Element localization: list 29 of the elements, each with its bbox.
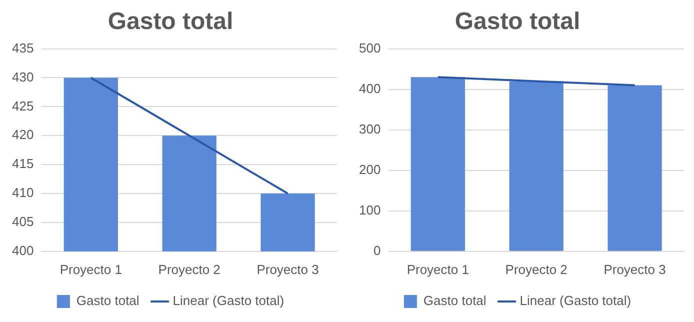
legend-label: Gasto total bbox=[423, 293, 486, 308]
y-tick-label: 415 bbox=[12, 156, 34, 172]
bar bbox=[410, 77, 465, 251]
x-tick-label: Proyecto 3 bbox=[256, 262, 319, 277]
x-tick-label: Proyecto 1 bbox=[60, 262, 122, 277]
y-tick-label: 410 bbox=[12, 185, 34, 200]
y-tick-label: 300 bbox=[358, 121, 381, 136]
legend-label: Gasto total bbox=[76, 293, 140, 308]
y-tick-label: 420 bbox=[12, 127, 34, 142]
y-tick-label: 430 bbox=[12, 69, 34, 84]
y-tick-label: 405 bbox=[12, 214, 34, 230]
legend-label: Linear (Gasto total) bbox=[520, 293, 632, 308]
y-tick-label: 0 bbox=[373, 242, 381, 258]
bar bbox=[509, 81, 564, 251]
x-tick-label: Proyecto 1 bbox=[406, 262, 469, 277]
legend-label: Linear (Gasto total) bbox=[172, 293, 284, 308]
y-tick-label: 400 bbox=[12, 242, 34, 258]
y-tick-label: 425 bbox=[12, 98, 34, 114]
y-tick-label: 500 bbox=[358, 40, 381, 56]
y-tick-label: 435 bbox=[12, 40, 34, 56]
chart-title: Gasto total bbox=[108, 8, 234, 36]
x-tick-label: Proyecto 3 bbox=[604, 262, 666, 277]
x-tick-label: Proyecto 2 bbox=[505, 262, 568, 277]
y-tick-label: 200 bbox=[358, 162, 381, 177]
bar bbox=[608, 85, 662, 251]
y-tick-label: 100 bbox=[358, 202, 381, 218]
x-tick-label: Proyecto 2 bbox=[158, 262, 220, 277]
y-tick-label: 400 bbox=[358, 80, 381, 96]
chart-title: Gasto total bbox=[454, 8, 580, 36]
